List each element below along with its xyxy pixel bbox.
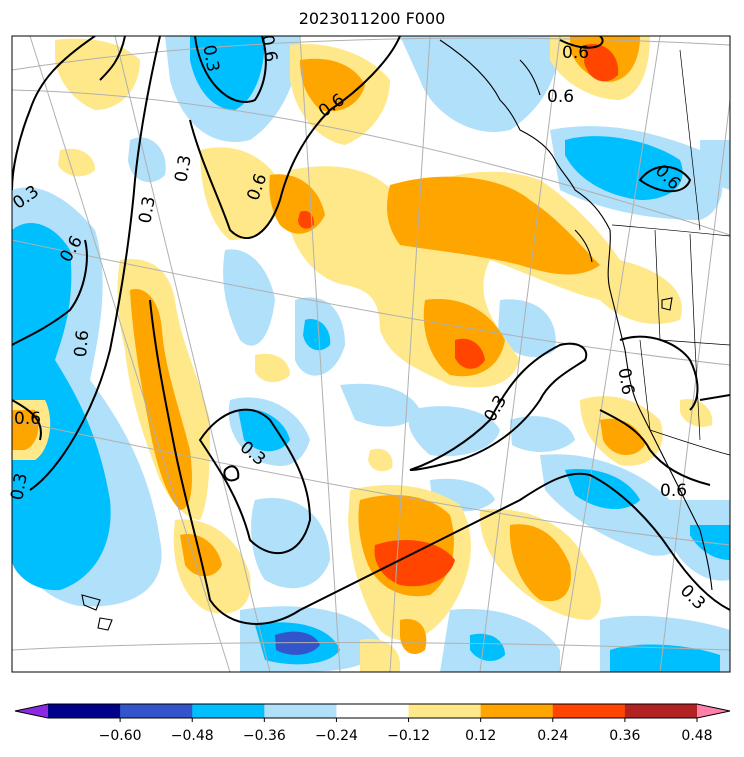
contour-label: 0.6 <box>256 33 280 63</box>
colorbar-segment <box>408 704 482 718</box>
colorbar-tick-label: −0.12 <box>387 728 430 744</box>
colorbar-segment <box>264 704 337 718</box>
colorbar-segment <box>552 704 626 718</box>
colorbar-segment <box>192 704 265 718</box>
negative-anomaly-strong <box>275 631 320 655</box>
colorbar-segment <box>480 704 554 718</box>
borders <box>611 49 730 456</box>
colorbar-tick-label: 0.24 <box>537 728 568 744</box>
colorbar-segment <box>624 704 698 718</box>
contour-label: 0.6 <box>71 329 93 358</box>
colorbar-tick-label: −0.24 <box>315 728 358 744</box>
colorbar-segment <box>48 704 121 718</box>
colorbar-tick-label: 0.48 <box>681 728 712 744</box>
coastline <box>81 39 713 631</box>
colorbar-outline <box>14 703 731 719</box>
colorbar-ticks: −0.60 −0.48 −0.36 −0.24 −0.12 0.12 0.24 0.36 0.4… <box>99 718 713 744</box>
contour-label: 0.3 <box>7 472 31 502</box>
colorbar-tick-label: −0.60 <box>99 728 142 744</box>
map-frame <box>11 35 731 673</box>
colorbar-tick-label: 0.36 <box>609 728 640 744</box>
contour-label: 0.3 <box>171 154 195 184</box>
contour-label: 0.3 <box>198 43 222 73</box>
colorbar-tick-label: −0.36 <box>243 728 286 744</box>
negative-anomaly-medium <box>12 36 730 672</box>
colorbar-segments <box>14 703 731 719</box>
contour-label: 0.6 <box>660 481 687 501</box>
contour-label: 0.6 <box>14 409 41 429</box>
colorbar-segment <box>120 704 193 718</box>
map-title: 2023011200 F000 <box>298 9 446 28</box>
contour-label: 0.6 <box>562 43 589 63</box>
colorbar-extend-high <box>697 704 730 718</box>
positive-anomaly-strong <box>298 44 619 587</box>
colorbar-tick-label: 0.12 <box>465 728 496 744</box>
contour-label: 0.3 <box>135 195 159 225</box>
colorbar-tick-label: −0.48 <box>171 728 214 744</box>
colorbar-extend-low <box>15 704 48 718</box>
contour-label: 0.6 <box>547 87 574 107</box>
contour-label: 0.6 <box>613 366 637 396</box>
contours <box>12 36 730 625</box>
weather-map: 0.3 0.6 0.6 0.6 0.3 0.3 0.6 0.6 0.3 0.6 … <box>7 33 731 673</box>
colorbar-segment <box>336 704 410 718</box>
graticule <box>12 36 730 672</box>
